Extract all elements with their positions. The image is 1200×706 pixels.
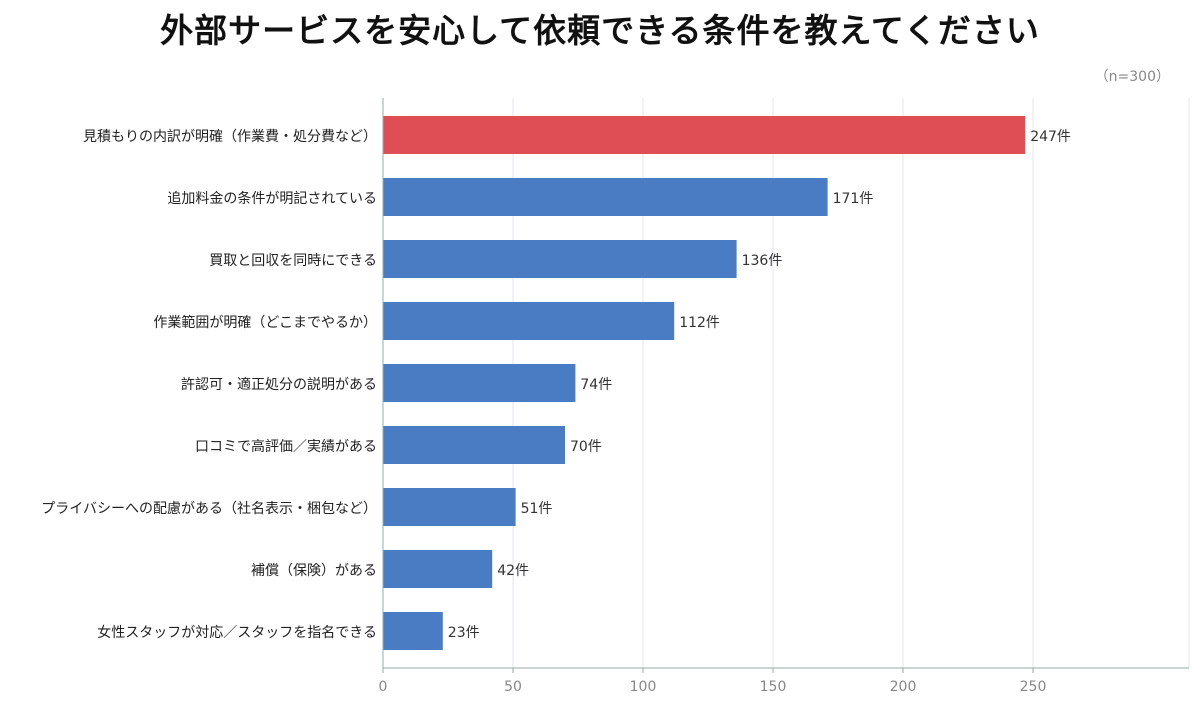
x-tick-label: 100 xyxy=(630,679,657,695)
data-label: 51件 xyxy=(521,501,553,517)
bar xyxy=(383,550,493,588)
data-label: 70件 xyxy=(570,439,602,455)
bar xyxy=(383,116,1026,154)
data-label: 136件 xyxy=(742,253,783,269)
category-label: 追加料金の条件が明記されている xyxy=(167,190,377,207)
x-tick-label: 200 xyxy=(890,679,917,695)
x-tick-label: 250 xyxy=(1020,679,1047,695)
category-label: 女性スタッフが対応／スタッフを指名できる xyxy=(97,624,377,641)
data-label: 42件 xyxy=(497,563,529,579)
x-tick-label: 50 xyxy=(504,679,522,695)
bar xyxy=(383,426,565,464)
chart-title: 外部サービスを安心して依頼できる条件を教えてください xyxy=(160,11,1040,50)
category-label: 補償（保険）がある xyxy=(251,563,377,579)
x-tick-label: 0 xyxy=(379,679,388,695)
category-label: 口コミで高評価／実績がある xyxy=(195,438,377,455)
bar xyxy=(383,302,675,340)
category-label: 見積もりの内訳が明確（作業費・処分費など） xyxy=(83,129,377,145)
data-label: 74件 xyxy=(580,377,612,393)
data-label: 171件 xyxy=(833,191,874,207)
data-label: 23件 xyxy=(448,625,480,641)
category-label: 作業範囲が明確（どこまでやるか） xyxy=(153,314,377,331)
category-label: 買取と回収を同時にできる xyxy=(209,253,377,269)
data-label: 112件 xyxy=(679,315,720,331)
category-label: 許認可・適正処分の説明がある xyxy=(181,376,377,393)
category-label: プライバシーへの配慮がある（社名表示・梱包など） xyxy=(41,501,377,517)
bar xyxy=(383,240,737,278)
bar xyxy=(383,178,828,216)
data-label: 247件 xyxy=(1030,129,1071,145)
bar xyxy=(383,364,576,402)
x-tick-label: 150 xyxy=(760,679,787,695)
bar xyxy=(383,488,516,526)
sample-size-note: （n=300） xyxy=(1094,69,1170,85)
bar xyxy=(383,612,443,650)
